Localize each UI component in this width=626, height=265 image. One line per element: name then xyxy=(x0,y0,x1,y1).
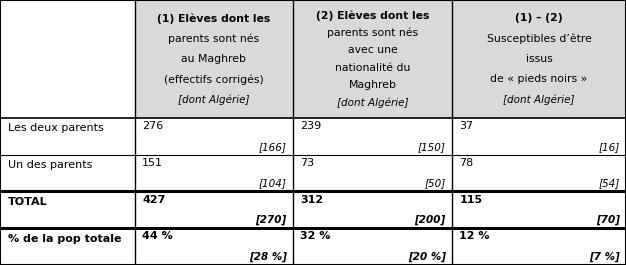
Text: [16]: [16] xyxy=(598,142,620,152)
Text: (1) – (2): (1) – (2) xyxy=(515,13,563,23)
Bar xyxy=(293,191,452,228)
Text: Un des parents: Un des parents xyxy=(8,160,92,170)
Text: 312: 312 xyxy=(300,195,324,205)
Bar xyxy=(293,118,452,155)
Text: parents sont nés: parents sont nés xyxy=(327,28,418,38)
Bar xyxy=(0,155,135,191)
Bar xyxy=(135,0,293,118)
Text: 73: 73 xyxy=(300,158,315,168)
Text: 115: 115 xyxy=(459,195,483,205)
Text: [200]: [200] xyxy=(414,215,446,225)
Text: TOTAL: TOTAL xyxy=(8,197,47,207)
Bar xyxy=(0,118,135,155)
Bar xyxy=(293,228,452,265)
Text: 78: 78 xyxy=(459,158,474,168)
Bar xyxy=(452,118,626,155)
Text: 276: 276 xyxy=(142,121,163,131)
Text: [28 %]: [28 %] xyxy=(249,252,287,262)
Bar xyxy=(135,228,293,265)
Bar xyxy=(135,118,293,155)
Text: 37: 37 xyxy=(459,121,474,131)
Text: Maghreb: Maghreb xyxy=(349,80,396,90)
Bar xyxy=(293,0,452,118)
Text: 427: 427 xyxy=(142,195,165,205)
Bar xyxy=(452,0,626,118)
Text: [50]: [50] xyxy=(424,178,446,188)
Bar xyxy=(0,228,135,265)
Bar xyxy=(135,191,293,228)
Text: [104]: [104] xyxy=(259,178,287,188)
Bar xyxy=(135,155,293,191)
Bar xyxy=(452,191,626,228)
Text: [dont Algérie]: [dont Algérie] xyxy=(503,94,575,105)
Text: (1) Elèves dont les: (1) Elèves dont les xyxy=(157,13,270,24)
Text: de « pieds noirs »: de « pieds noirs » xyxy=(490,74,588,84)
Bar xyxy=(452,155,626,191)
Bar xyxy=(452,228,626,265)
Text: 239: 239 xyxy=(300,121,322,131)
Text: [270]: [270] xyxy=(255,215,287,225)
Text: (effectifs corrigés): (effectifs corrigés) xyxy=(164,74,264,85)
Text: [54]: [54] xyxy=(598,178,620,188)
Text: [166]: [166] xyxy=(259,142,287,152)
Text: au Maghreb: au Maghreb xyxy=(182,54,246,64)
Text: [7 %]: [7 %] xyxy=(589,252,620,262)
Text: issus: issus xyxy=(526,54,552,64)
Text: Susceptibles d’être: Susceptibles d’être xyxy=(486,33,592,44)
Text: Les deux parents: Les deux parents xyxy=(8,123,103,133)
Text: 151: 151 xyxy=(142,158,163,168)
Text: nationalité du: nationalité du xyxy=(335,63,410,73)
Text: avec une: avec une xyxy=(347,45,398,55)
Text: % de la pop totale: % de la pop totale xyxy=(8,233,121,244)
Text: (2) Elèves dont les: (2) Elèves dont les xyxy=(316,10,429,21)
Text: [150]: [150] xyxy=(418,142,446,152)
Text: parents sont nés: parents sont nés xyxy=(168,33,259,44)
Text: [70]: [70] xyxy=(596,215,620,225)
Bar xyxy=(0,191,135,228)
Text: [dont Algérie]: [dont Algérie] xyxy=(178,94,250,105)
Text: [20 %]: [20 %] xyxy=(408,252,446,262)
Text: 44 %: 44 % xyxy=(142,231,173,241)
Bar xyxy=(293,155,452,191)
Text: [dont Algérie]: [dont Algérie] xyxy=(337,97,408,108)
Text: 32 %: 32 % xyxy=(300,231,331,241)
Bar xyxy=(0,0,135,118)
Text: 12 %: 12 % xyxy=(459,231,490,241)
